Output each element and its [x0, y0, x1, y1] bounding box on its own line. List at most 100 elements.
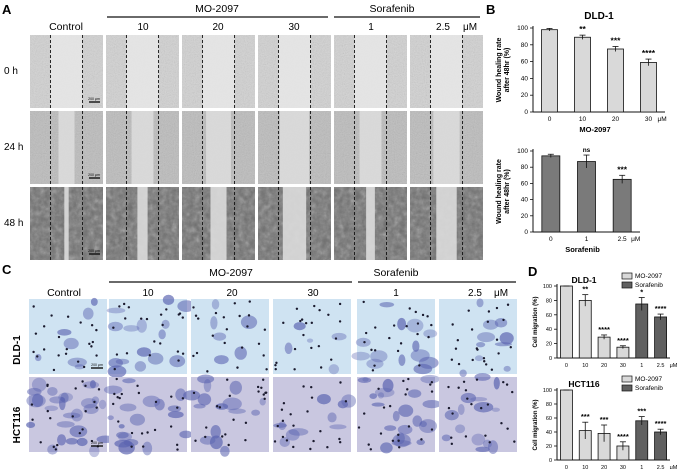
stained-cell: [234, 346, 247, 360]
membrane-pore: [159, 313, 163, 316]
wound-gap: [210, 187, 227, 260]
membrane-pore: [176, 350, 180, 353]
membrane-pore: [115, 377, 118, 381]
c-conc-10: 10: [142, 288, 154, 299]
panel-letter-d: D: [528, 264, 537, 279]
wound-image: [258, 35, 331, 108]
stained-cell: [382, 378, 394, 393]
x-tick-label: 20: [612, 116, 620, 123]
x-tick-label: 30: [645, 116, 653, 123]
bar: [635, 303, 649, 359]
membrane-pore: [215, 405, 219, 408]
membrane-pore: [282, 401, 286, 405]
membrane-pore: [306, 410, 309, 413]
membrane-pore: [238, 314, 241, 318]
membrane-pore: [451, 412, 454, 415]
x-unit-label: μM: [631, 236, 640, 243]
membrane-pore: [330, 358, 333, 361]
membrane-pore: [319, 366, 323, 369]
membrane-pore: [357, 426, 361, 429]
stained-cell: [459, 369, 467, 378]
membrane-pore: [334, 337, 338, 340]
bar: [612, 178, 632, 233]
stained-cell: [114, 439, 132, 448]
membrane-pore: [313, 304, 316, 308]
c-row-dld1: DLD-1: [12, 335, 23, 365]
panel-letter-a: A: [2, 2, 12, 17]
membrane-pore: [79, 321, 82, 324]
stained-cell: [228, 408, 246, 414]
membrane-pore: [145, 317, 149, 321]
membrane-pore: [312, 439, 315, 443]
membrane-pore: [256, 385, 260, 389]
membrane-pore: [327, 313, 330, 316]
stained-cell: [355, 337, 371, 347]
y-axis-label: after 48hr (%): [504, 48, 511, 93]
a-conc-30: 30: [288, 22, 300, 33]
significance-label: ns: [583, 147, 591, 154]
y-tick-label: 100: [517, 148, 528, 155]
membrane-pore: [141, 445, 145, 448]
membrane-pore: [273, 440, 277, 443]
membrane-pore: [71, 415, 74, 418]
stained-cell: [147, 352, 164, 365]
bar: [541, 155, 561, 233]
stained-cell: [293, 322, 306, 331]
stained-cell: [328, 364, 340, 375]
stained-cell: [82, 307, 94, 320]
membrane-pore: [338, 437, 341, 441]
membrane-pore: [304, 321, 308, 325]
membrane-pore: [176, 448, 179, 451]
x-tick-label: 1: [585, 236, 589, 243]
membrane-pore: [490, 368, 494, 371]
membrane-pore: [52, 445, 55, 449]
membrane-pore: [84, 410, 87, 413]
stained-cell: [98, 399, 107, 410]
membrane-pore: [93, 400, 96, 404]
significance-label: ****: [655, 419, 667, 428]
membrane-pore: [338, 302, 342, 306]
bar: [541, 29, 558, 113]
x-tick-label: 30: [620, 363, 626, 369]
x-tick-label: 2.5: [657, 465, 665, 469]
x-tick-label: 0: [549, 236, 553, 243]
membrane-pore: [467, 309, 470, 312]
membrane-pore: [228, 394, 231, 398]
c-row-hct116: HCT116: [12, 406, 23, 443]
membrane-pore: [223, 341, 226, 345]
membrane-pore: [211, 334, 215, 337]
membrane-pore: [430, 390, 434, 393]
x-tick-label: 10: [582, 363, 588, 369]
membrane-pore: [310, 346, 313, 350]
membrane-pore: [513, 440, 516, 443]
membrane-pore: [39, 441, 42, 444]
stained-cell: [209, 435, 223, 450]
membrane-pore: [181, 397, 185, 400]
membrane-pore: [112, 402, 115, 406]
scale-bar-label: 200 μm: [91, 363, 103, 367]
y-axis-label: Wound healing rate: [496, 37, 503, 102]
stained-cell: [477, 332, 496, 343]
stained-cell: [158, 329, 166, 340]
significance-label: ****: [617, 336, 629, 345]
membrane-pore: [265, 368, 268, 371]
membrane-pore: [388, 404, 392, 408]
membrane-pore: [370, 348, 373, 352]
stained-cell: [136, 347, 152, 357]
membrane-pore: [82, 365, 86, 369]
membrane-pore: [470, 328, 474, 331]
membrane-pore: [181, 352, 185, 355]
transwell-image-bg: [29, 299, 107, 374]
membrane-pore: [391, 439, 395, 442]
c-unit: μM: [494, 288, 508, 299]
membrane-pore: [225, 328, 229, 331]
membrane-pore: [192, 354, 195, 358]
membrane-pore: [414, 310, 417, 314]
membrane-pore: [292, 445, 295, 449]
stained-cell: [398, 404, 414, 417]
membrane-pore: [447, 406, 451, 410]
stained-cell: [210, 425, 221, 439]
x-axis-label: MO-2097: [579, 125, 610, 134]
stained-cell: [69, 425, 88, 438]
stained-cell: [59, 396, 66, 411]
